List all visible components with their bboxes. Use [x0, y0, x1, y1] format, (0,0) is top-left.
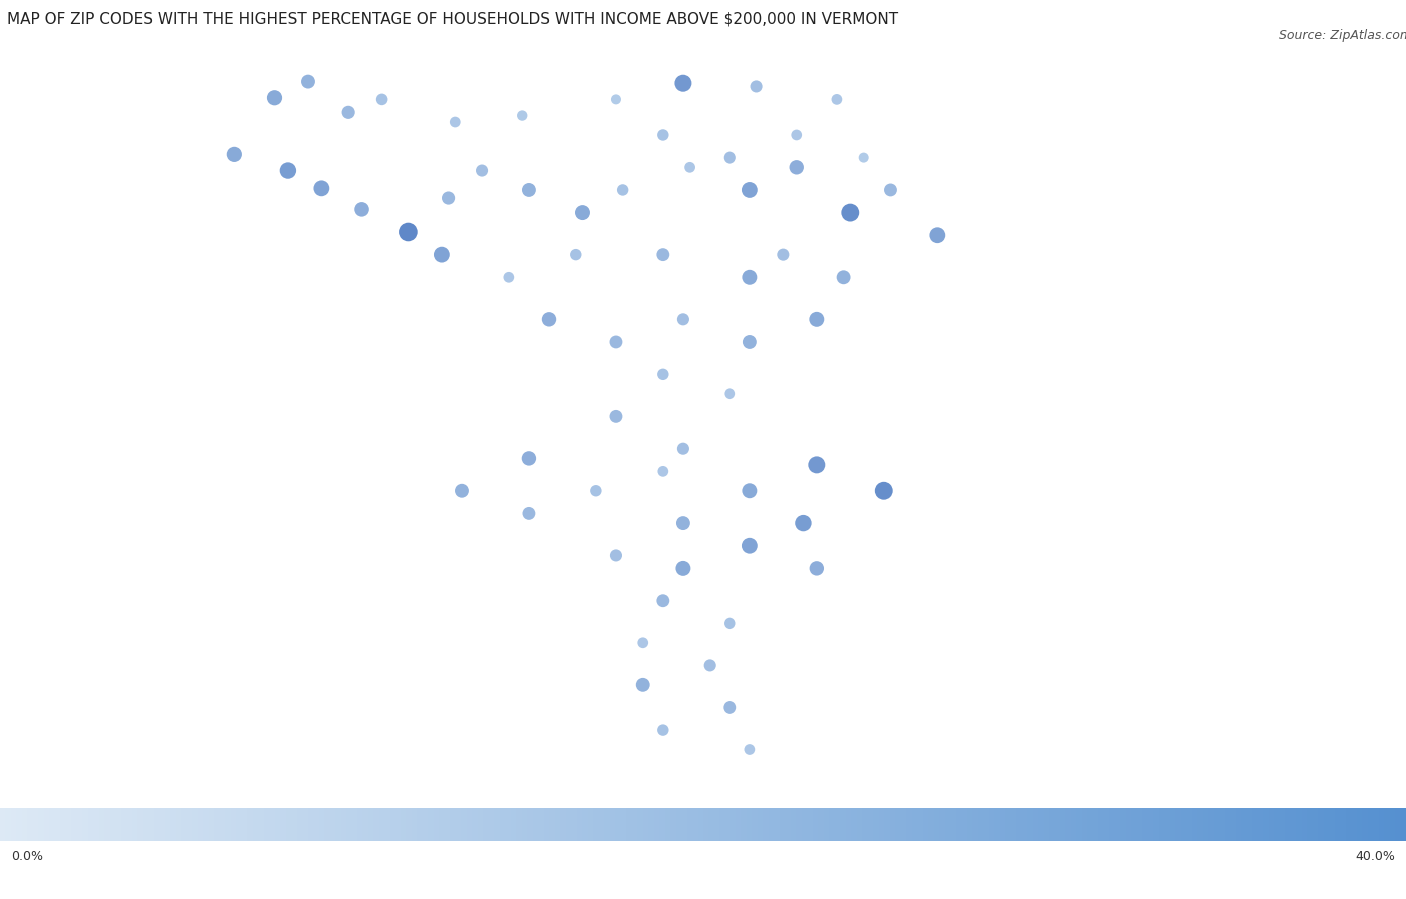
Point [471, 164, 494, 178]
Text: MAP OF ZIP CODES WITH THE HIGHEST PERCENTAGE OF HOUSEHOLDS WITH INCOME ABOVE $20: MAP OF ZIP CODES WITH THE HIGHEST PERCEN… [7, 11, 898, 26]
Point [806, 312, 828, 326]
Point [672, 312, 695, 326]
Point [263, 91, 285, 105]
Point [605, 548, 627, 563]
Point [738, 182, 761, 197]
Text: Source: ZipAtlas.com: Source: ZipAtlas.com [1279, 29, 1406, 41]
Point [806, 458, 828, 472]
Point [370, 93, 392, 107]
Point [678, 160, 700, 174]
Point [879, 182, 901, 197]
Point [451, 484, 474, 498]
Point [927, 228, 949, 243]
Point [672, 561, 695, 575]
Point [430, 247, 453, 262]
Point [806, 561, 828, 575]
Text: 40.0%: 40.0% [1355, 850, 1395, 862]
Point [437, 191, 460, 205]
Point [571, 205, 593, 219]
Point [718, 150, 741, 165]
Point [672, 441, 695, 456]
Point [297, 75, 319, 89]
Point [651, 723, 673, 737]
Point [718, 616, 741, 630]
Point [738, 484, 761, 498]
Point [631, 678, 654, 692]
Point [699, 658, 721, 672]
Point [651, 593, 673, 608]
Point [444, 115, 467, 129]
Point [517, 182, 540, 197]
Point [510, 109, 533, 123]
Point [672, 516, 695, 530]
Point [224, 147, 246, 162]
Point [585, 484, 607, 498]
Point [337, 105, 360, 120]
Point [825, 93, 848, 107]
Point [537, 312, 560, 326]
Point [277, 164, 299, 178]
Point [605, 409, 627, 423]
Point [517, 451, 540, 466]
Point [786, 160, 808, 174]
Point [718, 387, 741, 401]
Point [738, 334, 761, 349]
Point [605, 93, 627, 107]
Point [792, 516, 814, 530]
Point [605, 334, 627, 349]
Point [396, 225, 419, 239]
Point [565, 247, 588, 262]
Point [651, 464, 673, 478]
Point [517, 506, 540, 521]
Point [498, 270, 520, 284]
Point [311, 181, 333, 195]
Point [651, 247, 673, 262]
Point [738, 743, 761, 757]
Point [651, 367, 673, 381]
Point [852, 150, 875, 165]
Point [786, 128, 808, 142]
Text: 0.0%: 0.0% [11, 850, 44, 862]
Point [612, 182, 634, 197]
Point [631, 636, 654, 650]
Point [738, 270, 761, 284]
Point [738, 539, 761, 553]
Point [839, 205, 862, 219]
Point [350, 202, 373, 217]
Point [745, 79, 768, 93]
Point [873, 484, 896, 498]
Point [772, 247, 794, 262]
Point [651, 128, 673, 142]
Point [718, 700, 741, 715]
Point [832, 270, 855, 284]
Point [672, 76, 695, 91]
